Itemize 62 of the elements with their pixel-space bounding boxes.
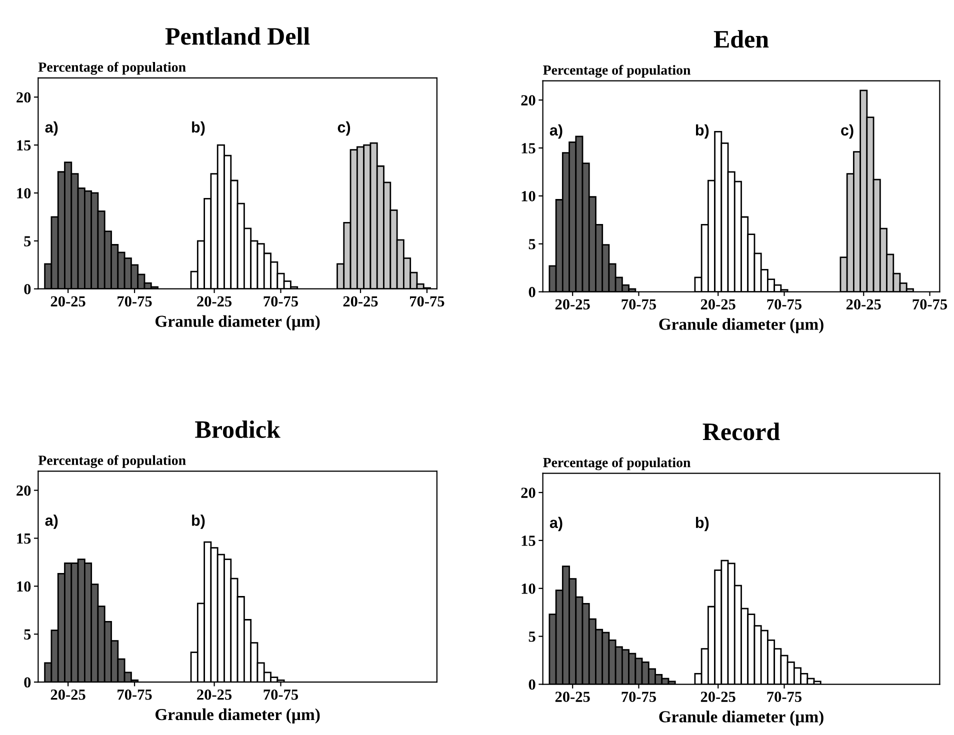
x-axis-title: Granule diameter (µm) <box>155 315 320 330</box>
x-tick-label: 20-25 <box>197 296 232 307</box>
text: a) <box>45 514 58 529</box>
y-tick-label: 20 <box>16 485 31 496</box>
x-tick-label: 20-25 <box>50 296 86 307</box>
text: b) <box>696 516 709 532</box>
x-tick-label: 70-75 <box>410 296 444 307</box>
x-tick-label: 20-25 <box>50 689 86 700</box>
y-tick-label: 20 <box>521 95 536 106</box>
y-tick-label: 20 <box>16 92 31 103</box>
x-tick-label: 20-25 <box>343 296 378 307</box>
y-tick-label: 5 <box>528 239 536 250</box>
y-tick-label: 0 <box>24 284 31 294</box>
y-tick-label: 15 <box>522 143 536 154</box>
series-label: b) <box>696 124 709 139</box>
x-tick-label: 20-25 <box>846 299 881 310</box>
x-tick-label: 70-75 <box>622 692 656 702</box>
x-tick-label: 70-75 <box>264 689 298 700</box>
x-tick-label: 70-75 <box>767 299 802 310</box>
series-label: c) <box>841 124 854 139</box>
y-tick-label: 20 <box>521 488 536 498</box>
x-tick-label: 70-75 <box>118 296 152 307</box>
chart-title: Brodick <box>195 420 280 438</box>
series-label: b) <box>192 514 205 529</box>
x-axis-title: Granule diameter (µm) <box>659 318 824 334</box>
y-tick-label: 0 <box>528 286 536 298</box>
y-tick-label: 0 <box>528 679 536 690</box>
x-tick-label: 70-75 <box>767 692 802 702</box>
x-tick-label: 70-75 <box>118 689 152 700</box>
y-tick-label: 15 <box>17 140 31 150</box>
y-tick-label: 0 <box>24 677 31 688</box>
x-tick-label: 20-25 <box>700 692 736 702</box>
x-tick-label: 20-25 <box>700 299 736 310</box>
y-tick-label: 5 <box>528 632 536 642</box>
y-tick-label: 5 <box>24 629 31 640</box>
x-tick-label: 20-25 <box>555 299 590 310</box>
y-tick-label: 10 <box>522 191 536 202</box>
x-tick-label: 70-75 <box>912 299 948 310</box>
chart-title: Eden <box>714 30 769 48</box>
y-axis-title: Percentage of population <box>38 62 186 75</box>
y-tick-label: 10 <box>17 188 31 198</box>
y-axis-title: Percentage of population <box>543 457 691 470</box>
y-tick-label: 15 <box>522 536 536 546</box>
series-label: b) <box>192 121 205 136</box>
chart-title: Pentland Dell <box>165 27 310 45</box>
y-tick-label: 5 <box>24 236 31 246</box>
y-axis-title: Percentage of population <box>38 455 186 468</box>
series-label: a) <box>550 124 562 139</box>
y-tick-label: 15 <box>17 533 31 544</box>
text: a) <box>550 516 562 532</box>
y-axis-title: Percentage of population <box>543 64 691 78</box>
series-label: a) <box>45 121 58 136</box>
y-tick-label: 10 <box>522 584 536 594</box>
x-tick-label: 20-25 <box>197 689 232 700</box>
x-tick-label: 20-25 <box>555 692 590 702</box>
chart-title: Record <box>702 422 780 440</box>
x-axis-title: Granule diameter (µm) <box>155 708 320 724</box>
x-tick-label: 70-75 <box>264 296 298 307</box>
x-tick-label: 70-75 <box>622 299 656 310</box>
y-tick-label: 10 <box>17 581 31 592</box>
x-axis-title: Granule diameter (µm) <box>659 710 824 726</box>
series-label: c) <box>338 121 350 136</box>
